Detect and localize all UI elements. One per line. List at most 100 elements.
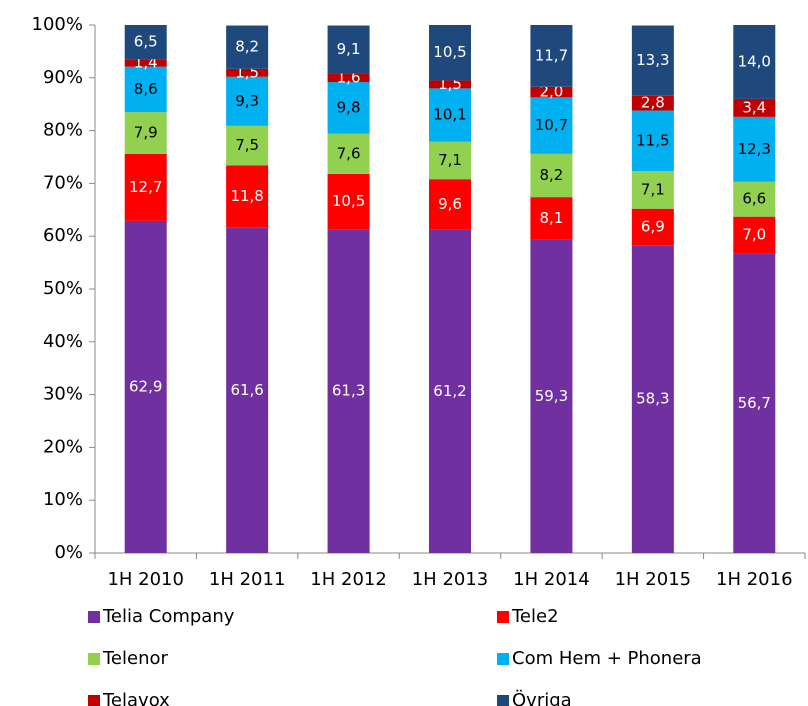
bar-segment <box>327 25 370 74</box>
bar-segment <box>327 73 370 83</box>
data-label: 7,5 <box>235 136 259 154</box>
bar-segment <box>631 25 674 96</box>
legend-label: Telenor <box>102 648 169 669</box>
bar-segment <box>226 68 269 77</box>
bar-segment <box>530 97 573 154</box>
bar-segment <box>124 59 167 67</box>
data-label: 2,8 <box>641 94 665 112</box>
legend-swatch <box>497 611 509 623</box>
data-label: 10,1 <box>433 106 466 124</box>
data-label: 8,6 <box>134 80 158 98</box>
data-label: 11,8 <box>230 187 263 205</box>
y-tick-label: 30% <box>43 384 83 405</box>
bar-segment <box>733 181 776 217</box>
data-label: 58,3 <box>636 390 669 408</box>
bar-segment <box>327 229 370 553</box>
bar-segment <box>631 95 674 111</box>
y-tick-label: 20% <box>43 436 83 457</box>
y-tick-label: 60% <box>43 225 83 246</box>
bar-segment <box>631 110 674 172</box>
bar-segment <box>429 229 471 553</box>
legend-swatch <box>88 611 100 623</box>
data-label: 59,3 <box>535 387 568 405</box>
data-label: 9,3 <box>235 92 259 110</box>
legend-swatch <box>88 653 100 665</box>
legend-swatch <box>497 695 509 706</box>
data-label: 9,6 <box>438 195 462 213</box>
data-label: 10,5 <box>332 192 365 210</box>
data-label: 12,7 <box>129 178 162 196</box>
data-label: 12,3 <box>738 140 771 158</box>
bar-segment <box>733 98 776 117</box>
bar-segment <box>226 76 269 126</box>
bar-segment <box>631 171 674 209</box>
data-label: 3,4 <box>742 98 766 116</box>
bar-segment <box>124 112 167 154</box>
bar-segment <box>733 25 776 99</box>
bar-segment <box>226 165 269 228</box>
data-label: 7,6 <box>337 144 361 162</box>
x-tick-label: 1H 2013 <box>412 569 489 590</box>
x-tick-label: 1H 2015 <box>615 569 692 590</box>
data-label: 14,0 <box>738 52 771 70</box>
data-label: 61,3 <box>332 382 365 400</box>
bar-segment <box>226 227 269 553</box>
bar-segment <box>124 153 167 221</box>
data-label: 10,7 <box>535 116 568 134</box>
x-tick-label: 1H 2012 <box>310 569 387 590</box>
bar-segment <box>631 245 674 553</box>
data-label: 61,2 <box>433 382 466 400</box>
x-tick-label: 1H 2011 <box>209 569 286 590</box>
data-label: 11,7 <box>535 46 568 64</box>
bar-segment <box>124 220 167 553</box>
data-label: 11,5 <box>636 131 669 149</box>
x-tick-label: 1H 2014 <box>513 569 590 590</box>
bar-segment <box>327 173 370 230</box>
bar-segment <box>631 208 674 246</box>
bar-segment <box>429 179 471 230</box>
data-label: 62,9 <box>129 377 162 395</box>
data-label: 7,0 <box>742 226 766 244</box>
y-tick-label: 10% <box>43 489 83 510</box>
bar-segment <box>530 25 573 87</box>
bar-segment <box>733 216 776 254</box>
bar-segment <box>226 125 269 166</box>
data-label: 8,1 <box>539 209 563 227</box>
bar-segment <box>327 82 370 134</box>
bar-segment <box>429 80 471 89</box>
bar-segment <box>327 133 370 174</box>
legend-label: Tele2 <box>511 606 559 627</box>
bar-segment <box>226 25 269 69</box>
bar-segment <box>124 66 167 113</box>
data-label: 7,9 <box>134 123 158 141</box>
y-tick-label: 40% <box>43 331 83 352</box>
y-tick-label: 90% <box>43 67 83 88</box>
bar-segment <box>429 88 471 142</box>
bar-segment <box>530 197 573 240</box>
y-tick-label: 80% <box>43 120 83 141</box>
legend-label: Telia Company <box>102 606 235 627</box>
data-label: 7,1 <box>641 181 665 199</box>
bar-segment <box>530 239 573 553</box>
data-label: 9,1 <box>337 40 361 58</box>
data-label: 6,5 <box>134 33 158 51</box>
legend-label: Övriga <box>512 689 572 706</box>
bar-segment <box>429 25 471 81</box>
legend-label: Telavox <box>102 690 170 706</box>
y-tick-label: 0% <box>54 542 83 563</box>
y-tick-label: 100% <box>32 14 83 35</box>
legend-swatch <box>497 653 509 665</box>
data-label: 61,6 <box>230 381 263 399</box>
data-label: 56,7 <box>738 394 771 412</box>
data-label: 10,5 <box>433 43 466 61</box>
data-label: 13,3 <box>636 51 669 69</box>
data-label: 9,8 <box>337 98 361 116</box>
y-tick-label: 50% <box>43 278 83 299</box>
data-label: 6,9 <box>641 217 665 235</box>
bar-segment <box>733 253 776 553</box>
bar-segment <box>733 116 776 182</box>
data-label: 8,2 <box>235 38 259 56</box>
legend-label: Com Hem + Phonera <box>512 648 702 669</box>
data-label: 7,1 <box>438 151 462 169</box>
